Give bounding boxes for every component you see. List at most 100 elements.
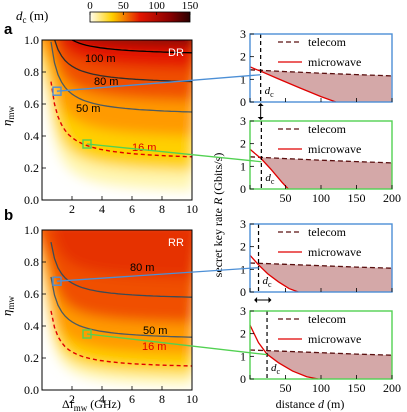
contour-label-50m: 50 m [76,103,100,115]
contour-line-50m [50,276,192,338]
series-microwave [249,66,337,103]
y-tick-label: 0.2 [24,351,39,365]
y-tick-label: 0.8 [24,65,39,79]
legend-label-telecom: telecom [308,122,347,136]
x-tick-label: 4 [99,392,105,406]
colorbar: dc (m) 0 50 100 150 [16,0,199,25]
plot-frame [41,39,193,201]
y-tick-label: 0.4 [24,129,39,143]
y-tick-label: 3 [240,217,246,231]
y-tick-label: 0.6 [24,287,39,301]
x-tick-label: 50 [280,381,292,395]
threshold-label: dc [265,85,275,99]
contour-line-80m [53,40,192,83]
x-tick-label: 8 [159,392,165,406]
series-microwave [249,254,299,293]
key-rate-region [267,350,392,379]
connectors [52,74,272,356]
legend-label-microwave: microwave [308,245,361,259]
scheme-label-dr: DR [168,47,184,59]
key-rate-region [260,70,392,102]
y-tick-label: 0.0 [24,383,39,397]
contour-label-80m: 80 m [94,76,118,88]
scheme-label-rr: RR [168,237,184,249]
colorbar-tick-label: 150 [182,0,199,12]
colorbar-tick-label: 0 [87,0,93,12]
y-tick-label: 3 [240,27,246,41]
heatmap-b: RR 80 m 50 m 16 m 2 4 6 8 10 0.0 0.2 0.4 0.6 0.8 1… [0,223,198,412]
y-tick-label: 0.8 [24,255,39,269]
line-panels: dc telecom microwave 0 1 2 3 dc telecom microwave… [240,27,401,395]
heatmap-b-xlabel: Δfmw (GHz) [62,397,121,412]
heat-band [58,40,192,69]
x-tick-label: 10 [186,202,198,216]
series-microwave [249,324,319,380]
colorbar-ticks: 0 50 100 150 [87,0,199,15]
line-xlabel: distance d (m) [276,397,345,411]
marker-square [52,86,62,96]
threshold-label: dc [263,275,273,289]
y-tick-label: 0.6 [24,97,39,111]
heat-band [88,40,192,47]
colorbar-tick-label: 50 [118,0,130,12]
y-tick-label: 0.4 [24,319,39,333]
x-tick-label: 6 [129,392,135,406]
heatmap-b-ylabel: ηmw [0,296,16,316]
marker-square [52,276,62,286]
connector-line [86,143,262,163]
threshold-label: dc [265,172,275,186]
legend-label-telecom: telecom [308,35,347,49]
y-tick-label: 1 [240,349,246,363]
panel-label-b: b [4,207,13,224]
connector-line [86,333,268,356]
y-tick-label: 0 [240,285,246,299]
x-tick-label: 6 [129,202,135,216]
shared-ylabel: secret key rate R (Gbits/s) [211,153,225,278]
contour-line-50m [50,41,192,113]
x-tick-label: 150 [348,191,366,205]
y-tick-label: 3 [240,114,246,128]
y-tick-label: 0 [240,372,246,386]
y-tick-label: 2 [240,240,246,254]
contour-line-100m [70,40,192,54]
x-tick-label: 150 [348,381,366,395]
line-panel-3: dc telecom microwave 0 1 2 3 50 100 150 200 [240,304,401,395]
x-tick-label: 2 [69,202,75,216]
arrow-head [268,297,272,303]
colorbar-bar [89,11,191,23]
y-tick-label: 1 [240,72,246,86]
panel-label-a: a [4,21,13,38]
y-tick-label: 1.0 [24,223,39,237]
legend-label-telecom: telecom [308,225,347,239]
plot-frame [41,229,193,391]
threshold-label: dc [271,362,281,376]
connector-line [56,74,261,92]
colorbar-label: dc (m) [16,8,48,25]
legend-label-microwave: microwave [308,142,361,156]
heat-band [52,230,192,278]
y-tick-label: 0 [240,95,246,109]
y-tick-label: 0.0 [24,193,39,207]
contour-label-16m: 16 m [132,142,156,154]
contour-label-50m: 50 m [143,325,167,337]
key-rate-region [261,157,392,189]
line-panel-0: dc telecom microwave 0 1 2 3 [240,27,393,109]
x-tick-label: 200 [383,381,401,395]
contour-line-16m [50,310,192,367]
contour-line-80m [50,241,192,298]
y-tick-label: 1.0 [24,33,39,47]
contour-label-80m: 80 m [130,262,154,274]
marker-square [82,139,92,149]
arrow-head [257,103,264,106]
arrow-head [257,117,264,120]
x-tick-label: 100 [312,381,330,395]
series-microwave [249,148,289,190]
legend-label-microwave: microwave [308,332,361,346]
line-panel-1: dc telecom microwave 0 1 2 3 50 100 150 200 [240,114,401,205]
x-tick-label: 100 [312,191,330,205]
y-tick-label: 0 [240,182,246,196]
marker-square [82,329,92,339]
x-tick-label: 50 [280,191,292,205]
